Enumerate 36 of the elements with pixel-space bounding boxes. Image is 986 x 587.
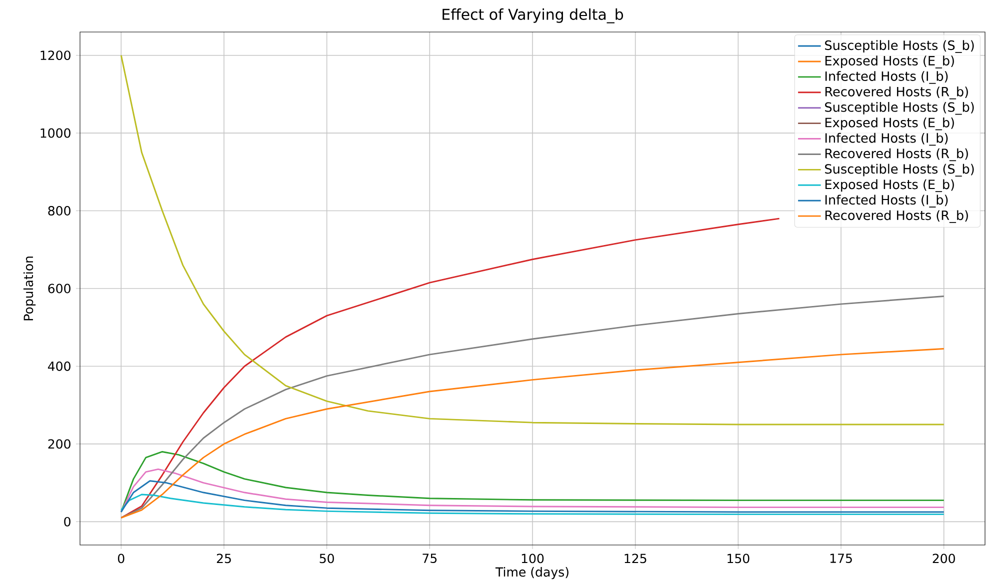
x-tick-label: 175 [830,554,852,564]
x-tick-label: 50 [320,554,334,564]
line-series [120,494,945,516]
x-tick-label: 75 [422,554,437,564]
line-series [120,296,945,519]
legend-label: Recovered Hosts (R_b) [825,210,968,223]
legend-label: Susceptible Hosts (S_b) [825,102,974,115]
y-tick-label: 800 [48,206,70,216]
y-axis-title: Population [23,256,36,320]
x-tick-label: 200 [932,554,955,564]
legend-label: Exposed Hosts (E_b) [825,117,954,130]
legend-label: Susceptible Hosts (S_b) [825,40,974,53]
chart-title: Effect of Varying delta_b [442,8,624,24]
legend-label: Infected Hosts (I_b) [825,71,948,84]
x-axis-title: Time (days) [495,567,568,580]
x-tick-label: 0 [118,554,124,564]
x-tick-label: 150 [728,554,750,564]
y-tick-label: 1200 [40,50,70,60]
legend-label: Recovered Hosts (R_b) [825,86,968,100]
x-tick-label: 100 [522,554,544,564]
y-tick-label: 200 [48,439,70,449]
y-tick-label: 0 [64,516,70,526]
legend-label: Exposed Hosts (E_b) [825,179,954,192]
legend-label: Recovered Hosts (R_b) [825,148,968,162]
line-series [120,348,945,519]
legend-label: Infected Hosts (I_b) [825,194,948,208]
y-tick-label: 1000 [40,128,70,138]
x-tick-label: 25 [216,554,231,564]
line-series [120,480,945,513]
y-tick-label: 600 [48,284,70,294]
legend-label: Susceptible Hosts (S_b) [825,164,974,177]
y-tick-label: 400 [48,361,70,371]
x-tick-label: 125 [624,554,646,564]
legend-label: Exposed Hosts (E_b) [825,56,954,68]
legend-label: Infected Hosts (I_b) [825,132,948,146]
line-series [120,468,945,513]
